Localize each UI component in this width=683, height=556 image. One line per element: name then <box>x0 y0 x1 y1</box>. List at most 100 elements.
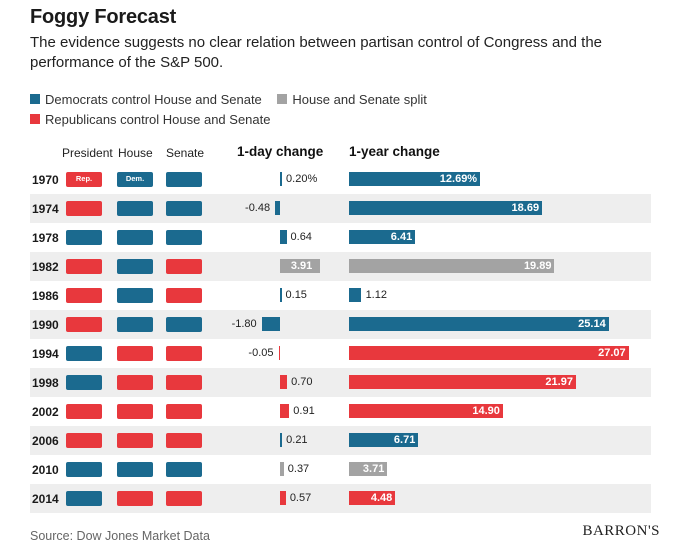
senate-box <box>166 201 202 216</box>
president-box <box>66 346 102 361</box>
source-note: Source: Dow Jones Market Data <box>30 529 210 543</box>
barrons-logo: BARRON'S <box>582 523 660 539</box>
house-box-label: Dem. <box>125 174 145 183</box>
header-one-year: 1-year change <box>349 144 440 159</box>
one-year-bar <box>349 491 396 505</box>
one-year-label: 25.14 <box>578 318 606 330</box>
chart-row-2014: 2014 0.57 4.48 <box>30 484 651 513</box>
one-day-bar <box>280 375 288 389</box>
one-day-label: -1.80 <box>231 318 257 330</box>
year-label: 1974 <box>32 202 59 216</box>
house-box <box>117 462 153 477</box>
house-box <box>117 404 153 419</box>
year-label: 2010 <box>32 463 59 477</box>
legend: Democrats control House and Senate House… <box>30 89 670 129</box>
one-year-bar <box>349 462 388 476</box>
year-label: 2006 <box>32 434 59 448</box>
chart-row-1974: 1974 -0.48 18.69 <box>30 194 651 223</box>
one-day-bar <box>280 259 320 273</box>
one-year-label: 14.90 <box>472 405 500 417</box>
one-year-label: 1.12 <box>365 289 387 301</box>
one-year-label: 3.71 <box>362 463 385 475</box>
house-box <box>117 433 153 448</box>
senate-box <box>166 288 202 303</box>
one-day-label: 0.70 <box>291 376 313 388</box>
senate-box <box>166 404 202 419</box>
chart-title: Foggy Forecast <box>30 6 177 28</box>
president-box-label: Rep. <box>75 174 93 183</box>
president-box <box>66 288 102 303</box>
house-box <box>117 317 153 332</box>
house-box <box>117 288 153 303</box>
one-year-bar <box>349 172 481 186</box>
house-box <box>117 230 153 245</box>
year-label: 1994 <box>32 347 59 361</box>
one-day-bar <box>280 404 290 418</box>
senate-box <box>166 230 202 245</box>
one-year-label: 27.07 <box>598 347 626 359</box>
one-day-bar <box>280 491 286 505</box>
chart-row-1990: 1990 -1.80 25.14 <box>30 310 651 339</box>
president-box <box>66 375 102 390</box>
house-box <box>117 375 153 390</box>
president-box <box>66 230 102 245</box>
one-day-bar <box>280 172 283 186</box>
one-year-label: 4.48 <box>370 492 393 504</box>
one-day-label: 0.15 <box>285 289 307 301</box>
legend-label-split: House and Senate split <box>292 91 427 107</box>
one-year-bar <box>349 201 543 215</box>
chart-row-1986: 1986 0.15 1.12 <box>30 281 651 310</box>
chart-row-1978: 1978 0.64 6.41 <box>30 223 651 252</box>
senate-box <box>166 491 202 506</box>
legend-swatch-dem <box>30 94 40 104</box>
year-label: 1998 <box>32 376 59 390</box>
house-box <box>117 491 153 506</box>
one-year-bar <box>349 433 419 447</box>
president-box <box>66 259 102 274</box>
house-box <box>117 259 153 274</box>
chart-row-1998: 1998 0.70 21.97 <box>30 368 651 397</box>
year-label: 2002 <box>32 405 59 419</box>
header-one-day: 1-day change <box>237 144 324 159</box>
senate-box <box>166 172 202 187</box>
header-house: House <box>118 146 153 160</box>
one-day-label: 0.91 <box>293 405 315 417</box>
president-box <box>66 433 102 448</box>
legend-item-rep: Republicans control House and Senate <box>30 109 270 129</box>
senate-box <box>166 317 202 332</box>
one-year-bar <box>349 288 361 302</box>
chart-subtitle: The evidence suggests no clear relation … <box>30 34 603 71</box>
president-box <box>66 462 102 477</box>
year-label: 1986 <box>32 289 59 303</box>
header-senate: Senate <box>166 146 205 160</box>
one-day-label: 0.37 <box>287 463 310 475</box>
house-box: Dem. <box>117 172 153 187</box>
one-day-label: 0.20% <box>286 173 318 185</box>
chart-row-1982: 1982 3.91 19.89 <box>30 252 651 281</box>
one-year-bar <box>349 259 555 273</box>
one-day-bar <box>280 433 283 447</box>
one-day-bar <box>261 317 280 331</box>
chart-row-1970: 1970 Rep. Dem. 0.20% 12.69% <box>30 165 651 194</box>
legend-swatch-split <box>277 94 288 104</box>
legend-item-split: House and Senate split <box>277 89 427 109</box>
one-day-label: 0.64 <box>290 231 312 243</box>
senate-box <box>166 346 202 361</box>
chart-row-2010: 2010 0.37 3.71 <box>30 455 651 484</box>
chart-row-1994: 1994 -0.05 27.07 <box>30 339 651 368</box>
senate-box <box>166 433 202 448</box>
senate-box <box>166 462 202 477</box>
senate-box <box>166 375 202 390</box>
one-day-bar <box>275 201 280 215</box>
year-label: 1970 <box>32 173 59 187</box>
legend-item-dem: Democrats control House and Senate <box>30 89 262 109</box>
senate-box <box>166 259 202 274</box>
legend-label-rep: Republicans control House and Senate <box>45 111 271 127</box>
one-day-bar <box>280 230 287 244</box>
president-box: Rep. <box>66 172 102 187</box>
year-label: 2014 <box>32 492 59 506</box>
one-year-label: 6.71 <box>393 434 416 446</box>
president-box <box>66 317 102 332</box>
one-year-label: 18.69 <box>511 202 540 214</box>
one-year-bar <box>349 375 576 389</box>
